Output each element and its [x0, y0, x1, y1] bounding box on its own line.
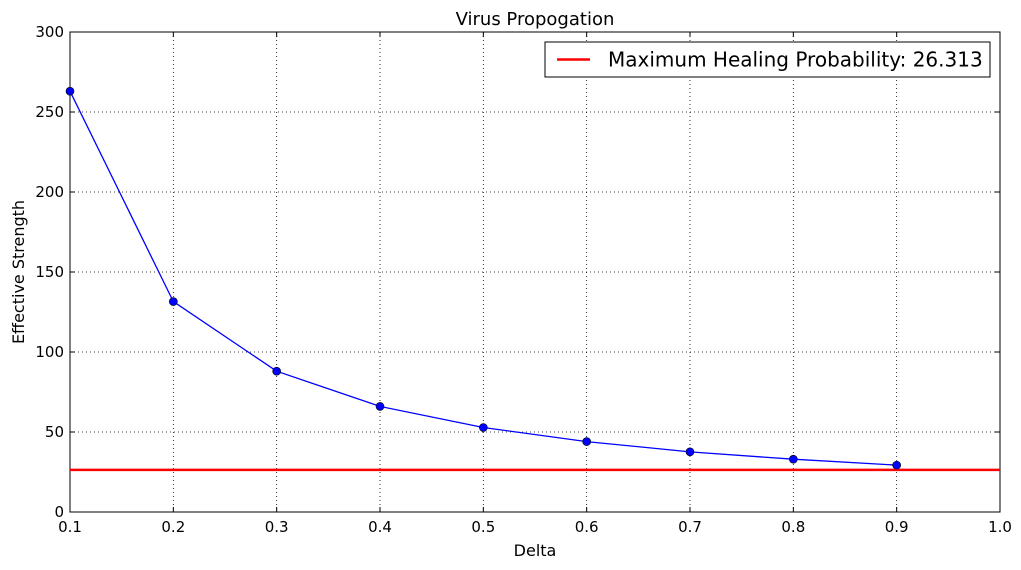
x-axis-label: Delta — [514, 541, 557, 560]
data-point — [375, 402, 385, 411]
data-point — [685, 447, 695, 457]
series-line — [69, 90, 897, 466]
grid-lines — [69, 31, 1001, 513]
y-tick-label: 200 — [35, 183, 64, 201]
data-point — [169, 297, 178, 306]
x-tick-label: 0.9 — [885, 518, 909, 536]
data-point — [892, 460, 901, 470]
data-series — [65, 86, 901, 470]
y-tick-label: 300 — [35, 23, 64, 41]
x-tick-label: 0.2 — [161, 518, 185, 536]
data-point — [582, 437, 591, 446]
x-tick-label: 0.3 — [265, 518, 289, 536]
y-tick-label: 250 — [35, 103, 64, 121]
data-point — [272, 366, 281, 376]
data-point — [65, 86, 75, 96]
legend: Maximum Healing Probability: 26.313 — [544, 41, 991, 78]
x-tick-label: 0.8 — [781, 518, 805, 536]
chart-title: Virus Propogation — [456, 9, 615, 30]
data-point — [789, 454, 798, 464]
x-tick-label: 0.7 — [678, 518, 702, 536]
y-tick-label: 150 — [35, 263, 64, 281]
x-tick-label: 0.4 — [368, 518, 392, 536]
legend-box — [544, 41, 991, 78]
x-tick-label: 1.0 — [988, 518, 1012, 536]
y-tick-label: 100 — [35, 343, 64, 361]
y-tick-label: 50 — [45, 423, 64, 441]
legend-entry-label: Maximum Healing Probability: 26.313 — [608, 48, 983, 72]
x-tick-label: 0.6 — [575, 518, 599, 536]
data-point — [479, 423, 488, 432]
axis-ticks: 0.1 0.2 0.3 0.4 0.5 0.6 0.7 0.8 0.9 1.0 0 50 100 150 2… — [35, 23, 1012, 536]
y-axis-label: Effective Strength — [9, 200, 28, 344]
y-tick-label: 0 — [54, 503, 64, 521]
x-tick-label: 0.1 — [58, 518, 82, 536]
x-tick-label: 0.5 — [471, 518, 495, 536]
